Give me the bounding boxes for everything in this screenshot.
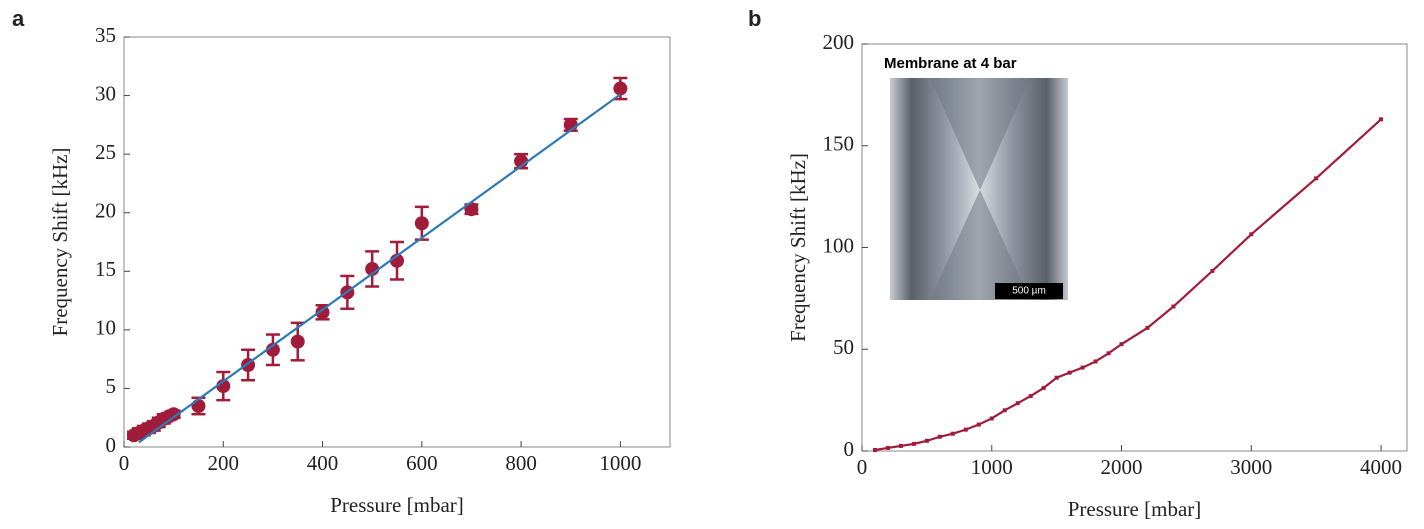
scale-bar xyxy=(995,283,1063,299)
y-tick-label: 10 xyxy=(95,316,116,340)
x-tick-label: 4000 xyxy=(1360,455,1402,479)
data-point xyxy=(976,422,981,427)
x-tick-label: 3000 xyxy=(1230,455,1272,479)
x-tick-label: 1000 xyxy=(971,455,1013,479)
y-tick-label: 100 xyxy=(823,233,855,257)
y-tick-label: 25 xyxy=(95,140,116,164)
inset-title: Membrane at 4 bar xyxy=(884,55,1017,72)
data-point xyxy=(950,431,955,436)
data-point xyxy=(989,416,994,421)
plot-frame xyxy=(123,36,671,448)
data-point xyxy=(1015,401,1020,406)
data-point xyxy=(290,334,305,349)
panel-label: b xyxy=(748,6,761,31)
data-point xyxy=(1379,117,1384,122)
x-tick-label: 800 xyxy=(505,451,537,475)
data-point xyxy=(1028,394,1033,399)
data-point xyxy=(1249,232,1254,237)
data-point xyxy=(1054,375,1059,380)
y-axis-label: Frequency Shift [kHz] xyxy=(48,148,72,337)
y-tick-label: 0 xyxy=(106,433,117,457)
y-tick-label: 20 xyxy=(95,199,116,223)
x-tick-label: 0 xyxy=(119,451,130,475)
x-tick-label: 0 xyxy=(857,455,868,479)
data-line xyxy=(874,118,1382,452)
data-point xyxy=(911,441,916,446)
data-point xyxy=(872,447,877,452)
x-tick-label: 1000 xyxy=(599,451,641,475)
x-tick-label: 600 xyxy=(406,451,438,475)
scale-label: 500 µm xyxy=(1012,286,1046,297)
data-point xyxy=(613,81,628,96)
y-tick-label: 35 xyxy=(95,23,116,47)
data-point xyxy=(885,445,890,450)
x-tick-label: 400 xyxy=(307,451,339,475)
data-point xyxy=(1080,365,1085,370)
data-point xyxy=(1171,304,1176,309)
data-point xyxy=(1093,359,1098,364)
data-point xyxy=(1314,176,1319,181)
data-line xyxy=(138,93,622,444)
data-point xyxy=(265,342,280,357)
inset-shape xyxy=(930,78,1030,190)
inset: Membrane at 4 bar 500 µm xyxy=(884,55,1068,300)
data-point xyxy=(1145,325,1150,330)
y-axis-label: Frequency Shift [kHz] xyxy=(786,153,810,342)
panel-label: a xyxy=(12,6,25,31)
data-point xyxy=(191,399,206,413)
data-point xyxy=(414,216,429,231)
y-tick-label: 30 xyxy=(95,81,116,105)
data-point xyxy=(1119,342,1124,347)
y-tick-label: 15 xyxy=(95,257,116,281)
data-point xyxy=(1106,351,1111,356)
x-tick-label: 200 xyxy=(208,451,240,475)
x-axis-label: Pressure [mbar] xyxy=(330,493,464,517)
inset-shape xyxy=(930,190,1030,300)
data-point xyxy=(963,427,968,432)
y-tick-label: 150 xyxy=(823,132,855,156)
y-tick-label: 0 xyxy=(844,437,855,461)
data-point xyxy=(898,443,903,448)
y-tick-label: 50 xyxy=(833,335,854,359)
data-point xyxy=(1041,385,1046,390)
x-tick-label: 2000 xyxy=(1101,455,1143,479)
data-point xyxy=(937,434,942,439)
data-point xyxy=(166,407,181,422)
data-point xyxy=(1210,268,1215,273)
data-point xyxy=(315,305,330,320)
data-point xyxy=(1002,408,1007,413)
y-tick-label: 200 xyxy=(823,30,855,54)
data-point xyxy=(1067,370,1072,375)
y-tick-label: 5 xyxy=(106,374,117,398)
x-axis-label: Pressure [mbar] xyxy=(1068,497,1202,521)
data-point xyxy=(924,438,929,443)
